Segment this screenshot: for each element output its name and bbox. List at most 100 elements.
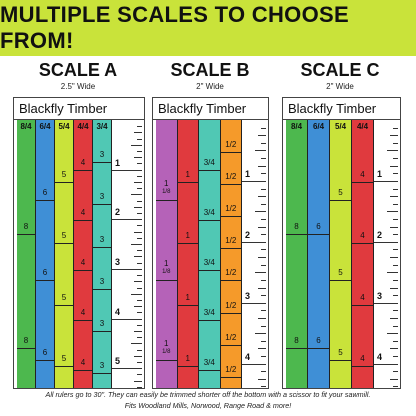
ruler-tick: [258, 226, 266, 228]
ruler-tick: [134, 355, 142, 357]
footer-line-1: All rulers go to 30". They can easily be…: [45, 390, 371, 399]
ruler-tick: [258, 317, 266, 319]
ruler-tick: [393, 295, 398, 297]
ruler-tick: [134, 256, 142, 258]
ruler-tick: [134, 206, 142, 208]
ruler-tick: [255, 211, 266, 213]
strip-mark: 1 1/8: [162, 339, 171, 356]
ruler-tick: [258, 287, 266, 289]
strip-cut-line: [55, 304, 73, 306]
strip-cut-line: [17, 234, 35, 236]
strip-cut-line: [199, 320, 220, 322]
inch-label: 3: [377, 290, 383, 301]
ruler-tick: [393, 188, 398, 190]
strip-cut-line: [352, 304, 373, 306]
strip-mark: 3: [99, 361, 105, 371]
ruler-strip: 1 1 1 1: [177, 120, 199, 388]
ruler-strip: 3/4 3/4 3/4 3/4 3/4: [199, 120, 221, 388]
ruler-tick: [134, 306, 142, 308]
strip-mark: 1/2: [225, 236, 237, 246]
inch-label: 2: [115, 207, 121, 218]
strip-cut-line: [177, 366, 198, 368]
ruler-tick: [137, 349, 142, 351]
ruler-tick: [393, 279, 398, 281]
ruler-tick: [390, 196, 398, 198]
ruler-tick: [137, 126, 142, 128]
ruler-tick: [258, 378, 266, 380]
ruler-tick: [255, 150, 266, 152]
strip-mark: 1 1/8: [162, 179, 171, 196]
strip-cut-line: [74, 320, 92, 322]
ruler-tick: [393, 386, 398, 388]
strip-cut-line: [93, 288, 111, 290]
ruler-tick: [137, 287, 142, 289]
ruler-tick: [261, 142, 266, 144]
ruler-tick: [374, 363, 398, 365]
ruler-tick: [137, 386, 142, 388]
ruler-tick: [261, 234, 266, 236]
scale-width-label: 2" Wide: [326, 82, 354, 91]
ruler-tick: [255, 333, 266, 335]
strip-cut-line: [156, 280, 177, 281]
strip-mark: 1/2: [225, 364, 237, 374]
strip-mark: 5: [338, 268, 343, 277]
ruler-tick: [112, 219, 142, 221]
strip-cut-line: [74, 270, 92, 272]
ruler-tick: [393, 249, 398, 251]
strip-cut-line: [199, 270, 220, 272]
ruler-tick: [137, 151, 142, 153]
strip-cut-line: [55, 366, 73, 368]
ruler-tick: [137, 275, 142, 277]
ruler-tick: [242, 302, 266, 304]
ruler-tick: [255, 272, 266, 274]
strip-label: 8/4: [290, 122, 303, 131]
strip-mark: 1/2: [225, 140, 237, 150]
strip-cut-line: [93, 246, 111, 248]
ruler-tick: [137, 299, 142, 301]
strip-mark: 5: [338, 348, 343, 357]
ruler-tick: [131, 343, 142, 345]
strip-cut-line: [93, 373, 111, 375]
strip-mark: 4: [80, 308, 86, 318]
scale-title: SCALE B: [170, 60, 250, 80]
ruler-tick: [393, 356, 398, 358]
inch-label: 1: [245, 168, 251, 179]
scale-title: SCALE C: [300, 60, 380, 80]
ruler-tick: [137, 250, 142, 252]
ruler-tick: [390, 257, 398, 259]
ruler-tick: [137, 175, 142, 177]
ruler-tick: [390, 165, 398, 167]
strip-cut-line: [93, 331, 111, 333]
strip-mark: 4: [360, 292, 365, 302]
strip-cut-line: [220, 344, 241, 346]
strip-mark: 6: [316, 336, 321, 346]
ruler-tick: [134, 330, 142, 332]
ruler-strip: 8/4 8 8: [17, 120, 36, 388]
banner: MULTIPLE SCALES TO CHOOSE FROM!: [0, 0, 416, 56]
inch-label: 4: [245, 351, 251, 362]
ruler-tick: [393, 234, 398, 236]
strip-mark: 1: [185, 169, 190, 179]
ruler-tick: [112, 318, 142, 320]
strip-label: 4/4: [356, 122, 369, 131]
strip-mark: 8: [23, 336, 29, 346]
ruler-tick: [374, 302, 398, 304]
ruler-tick: [390, 317, 398, 319]
strip-label: 6/4: [312, 122, 325, 131]
strip-mark: 3: [99, 192, 105, 202]
strip-cut-line: [220, 152, 241, 154]
ruler-tick: [393, 218, 398, 220]
ruler-strip: 6/4 6 6 6: [36, 120, 55, 388]
ruler-0: Blackfly Timber 8/4 8 8 6/4 6 6 6 5/4 5 5 5 5 4/4 4 4 4 4…: [13, 97, 145, 389]
ruler-tick: [261, 158, 266, 160]
footer-line-2: Fits Woodland Mills, Norwood, Range Road…: [124, 401, 292, 410]
strip-cut-line: [352, 366, 373, 368]
ruler-tick: [137, 163, 142, 165]
strip-cut-line: [74, 220, 92, 222]
ruler-strip: 1 1/8 1 1/8 1 1/8: [156, 120, 178, 388]
strip-cut-line: [220, 376, 241, 378]
strip-mark: 3: [99, 319, 105, 329]
scale-width-label: 2" Wide: [196, 82, 224, 91]
strip-cut-line: [352, 243, 373, 245]
strip-cut-line: [177, 181, 198, 183]
